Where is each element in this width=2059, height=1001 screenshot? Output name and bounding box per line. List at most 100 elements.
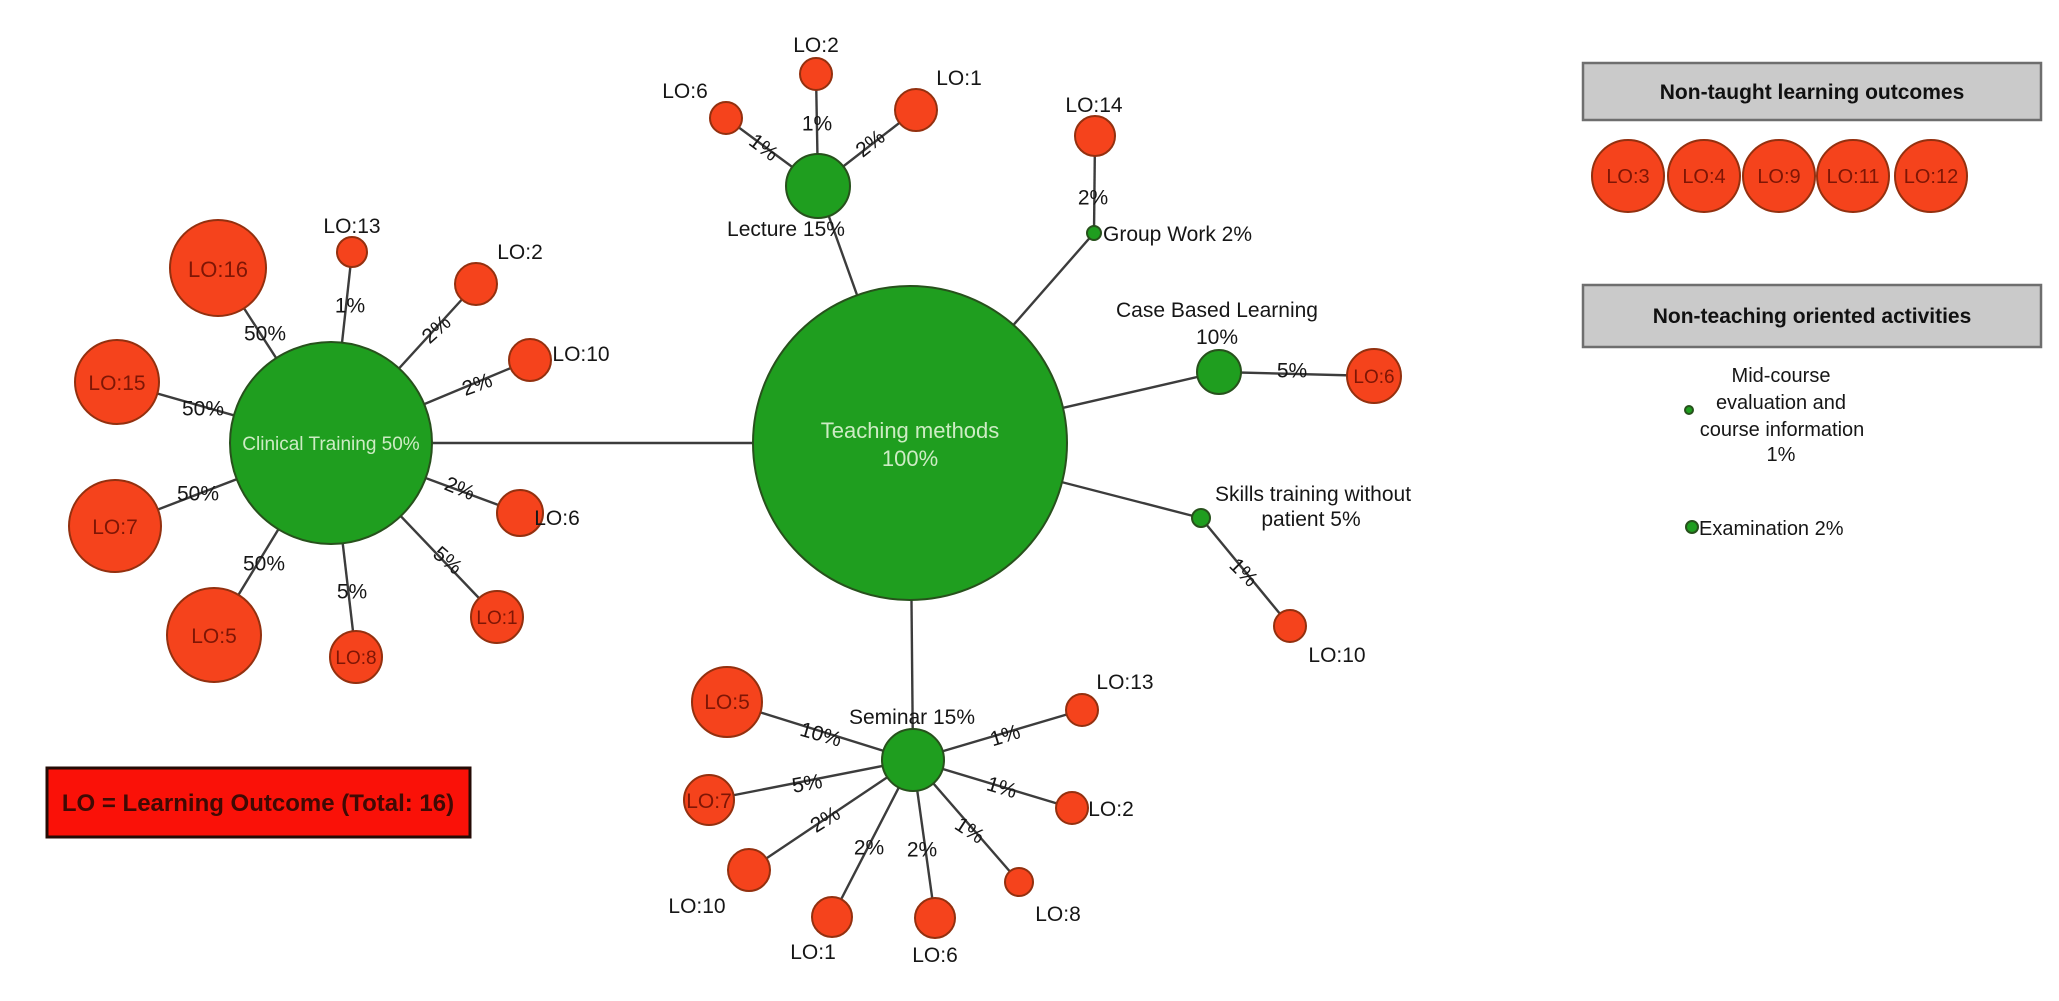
midcourse-label-line3: course information — [1700, 419, 1865, 441]
node-clinical-lo1 — [470, 590, 524, 644]
seminar-lo13-label: LO:13 — [1096, 671, 1153, 694]
seminar-lo7-label: LO:7 — [686, 790, 732, 813]
nontaught-lo4-label: LO:4 — [1682, 166, 1725, 188]
node-teaching-methods — [752, 285, 1068, 601]
clinical-lo10-label: LO:10 — [552, 343, 609, 366]
skills-label-line1: Skills training without — [1215, 483, 1411, 506]
clinical-lo15-pct: 50% — [182, 397, 224, 420]
non-taught-header-title: Non-taught learning outcomes — [1660, 81, 1965, 104]
legend-box — [45, 766, 472, 839]
groupwork-lo14-label: LO:14 — [1065, 94, 1123, 117]
node-nontaught-lo11 — [1816, 139, 1890, 213]
lecture-label: Lecture 15% — [727, 218, 845, 241]
clinical-lo6-label: LO:6 — [534, 507, 580, 530]
clinical-lo5-label: LO:5 — [191, 625, 237, 648]
seminar-lo7-pct: 5% — [790, 770, 824, 798]
nontaught-lo12-label: LO:12 — [1904, 166, 1958, 188]
clinical-lo15-label: LO:15 — [88, 372, 145, 395]
node-seminar-lo1 — [811, 896, 853, 938]
node-lecture-lo6 — [709, 101, 743, 135]
lecture-lo6-label: LO:6 — [662, 80, 708, 103]
node-clinical-lo2 — [454, 262, 498, 306]
node-clinical-lo15 — [74, 339, 160, 425]
lecture-lo2-label: LO:2 — [793, 34, 839, 57]
seminar-lo10-label: LO:10 — [668, 895, 725, 918]
node-nontaught-lo9 — [1742, 139, 1816, 213]
midcourse-label-line2: evaluation and — [1716, 392, 1846, 414]
node-clinical-lo16 — [169, 219, 267, 317]
node-lecture-lo2 — [799, 57, 833, 91]
node-groupwork-lo14 — [1074, 115, 1116, 157]
nodes — [68, 57, 1968, 939]
seminar-lo6-label: LO:6 — [912, 944, 958, 967]
node-lecture — [785, 153, 851, 219]
clinical-lo6-pct: 2% — [441, 472, 478, 505]
clinical-lo1-label: LO:1 — [476, 608, 517, 629]
groupwork-lo14-pct: 2% — [1078, 186, 1108, 209]
examination-label: Examination 2% — [1699, 518, 1844, 540]
edge-skills-lo10 — [1200, 517, 1291, 627]
skills-label-line2: patient 5% — [1261, 508, 1360, 531]
midcourse-label-line1: Mid-course — [1732, 365, 1831, 387]
lecture-lo2-pct: 1% — [802, 112, 832, 135]
node-seminar-lo5 — [691, 666, 763, 738]
clinical-lo8-pct: 5% — [337, 580, 367, 603]
case-based-label-line2: 10% — [1196, 326, 1238, 349]
teaching-methods-label-line2: 100% — [882, 446, 938, 471]
node-seminar-lo10 — [727, 848, 771, 892]
clinical-lo10-pct: 2% — [459, 369, 495, 401]
nontaught-lo3-label: LO:3 — [1606, 166, 1649, 188]
node-seminar-lo7 — [683, 774, 735, 826]
node-clinical-lo5 — [166, 587, 262, 683]
clinical-lo16-pct: 50% — [244, 322, 286, 345]
non-taught-header-box — [1581, 61, 2043, 122]
clinical-lo16-label: LO:16 — [188, 257, 248, 282]
seminar-label: Seminar 15% — [849, 706, 975, 729]
seminar-lo8-label: LO:8 — [1035, 903, 1081, 926]
seminar-lo6-pct: 2% — [907, 838, 937, 861]
node-skills-lo10 — [1273, 609, 1307, 643]
clinical-lo5-pct: 50% — [243, 552, 285, 575]
legend-text: LO = Learning Outcome (Total: 16) — [62, 790, 454, 817]
node-lecture-lo1 — [894, 88, 938, 132]
node-nontaught-lo3 — [1591, 139, 1665, 213]
seminar-lo5-pct: 10% — [797, 718, 844, 752]
seminar-lo2-pct: 1% — [984, 772, 1020, 803]
clinical-lo8-label: LO:8 — [335, 648, 376, 669]
nontaught-lo11-label: LO:11 — [1827, 166, 1880, 188]
node-clinical-lo13 — [336, 236, 368, 268]
clinical-lo7-label: LO:7 — [92, 516, 138, 539]
clinical-training-label: Clinical Training 50% — [242, 434, 420, 455]
edge-seminar-lo10 — [748, 759, 914, 871]
seminar-lo2-label: LO:2 — [1088, 798, 1134, 821]
clinical-lo7-pct: 50% — [177, 482, 219, 505]
group-work-label: Group Work 2% — [1103, 223, 1252, 246]
seminar-lo8-pct: 1% — [951, 813, 989, 849]
seminar-lo10-pct: 2% — [806, 802, 844, 838]
seminar-lo1-label: LO:1 — [790, 941, 836, 964]
node-seminar-lo6 — [914, 897, 956, 939]
midcourse-label-line4: 1% — [1767, 444, 1796, 466]
node-seminar-lo8 — [1004, 867, 1034, 897]
node-seminar — [881, 728, 945, 792]
clinical-lo13-pct: 1% — [335, 294, 365, 317]
case-based-label-line1: Case Based Learning — [1116, 299, 1318, 322]
node-nontaught-lo12 — [1894, 139, 1968, 213]
teaching-methods-label-line1: Teaching methods — [821, 418, 1000, 443]
node-seminar-lo13 — [1065, 693, 1099, 727]
node-nontaught-lo4 — [1667, 139, 1741, 213]
seminar-lo5-label: LO:5 — [704, 691, 750, 714]
lecture-lo1-label: LO:1 — [936, 67, 982, 90]
node-casebased-lo6 — [1346, 348, 1402, 404]
node-clinical-lo10 — [508, 338, 552, 382]
clinical-lo13-label: LO:13 — [323, 215, 380, 238]
non-teaching-header-title: Non-teaching oriented activities — [1653, 305, 1972, 328]
skills-lo10-label: LO:10 — [1308, 644, 1365, 667]
node-clinical-lo7 — [68, 479, 162, 573]
seminar-lo13-pct: 1% — [987, 720, 1023, 751]
node-group-work — [1086, 225, 1102, 241]
node-skills-training — [1191, 508, 1211, 528]
edge-seminar-lo7 — [708, 758, 914, 802]
clinical-lo2-label: LO:2 — [497, 241, 543, 264]
node-midcourse-dot — [1684, 405, 1694, 415]
